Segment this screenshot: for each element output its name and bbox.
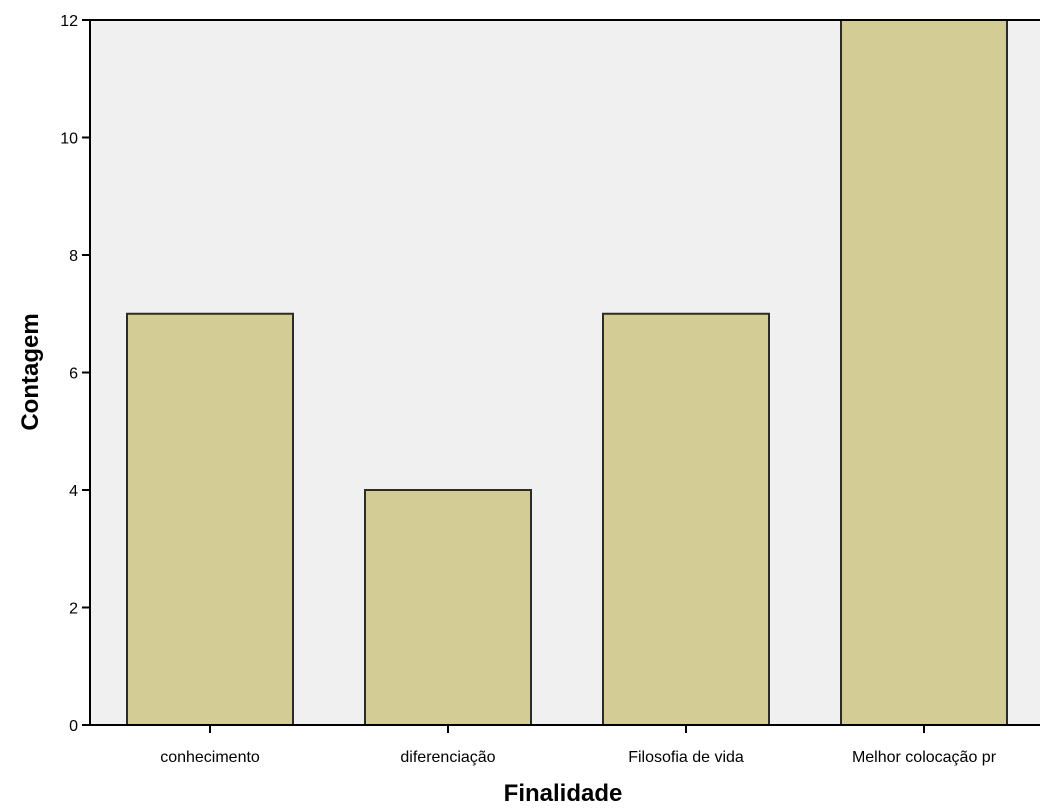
- x-tick-label: conhecimento: [160, 749, 260, 766]
- y-tick-label: 2: [69, 601, 78, 618]
- y-tick-label: 8: [69, 248, 78, 265]
- bar-0: [126, 312, 294, 726]
- y-tick-label: 4: [69, 483, 78, 500]
- y-tick-label: 6: [69, 366, 78, 383]
- y-tick-label: 0: [69, 718, 78, 735]
- bars-group: [126, 19, 1008, 726]
- x-ticks-group: conhecimento diferenciação Filosofia de vi…: [160, 725, 997, 766]
- bar-2: [602, 312, 770, 726]
- y-axis-title: Contagem: [17, 313, 44, 430]
- x-tick-label: Melhor colocação pr: [852, 749, 997, 766]
- bar-1: [364, 489, 532, 726]
- x-tick-label: Filosofia de vida: [628, 749, 744, 766]
- x-axis-title: Finalidade: [504, 780, 623, 805]
- y-ticks-group: 0 2 4 6 8 10 12: [60, 13, 90, 735]
- x-tick-label: diferenciação: [400, 749, 495, 766]
- bar-3: [840, 19, 1008, 726]
- y-tick-label: 12: [60, 13, 78, 30]
- y-tick-label: 10: [60, 131, 78, 148]
